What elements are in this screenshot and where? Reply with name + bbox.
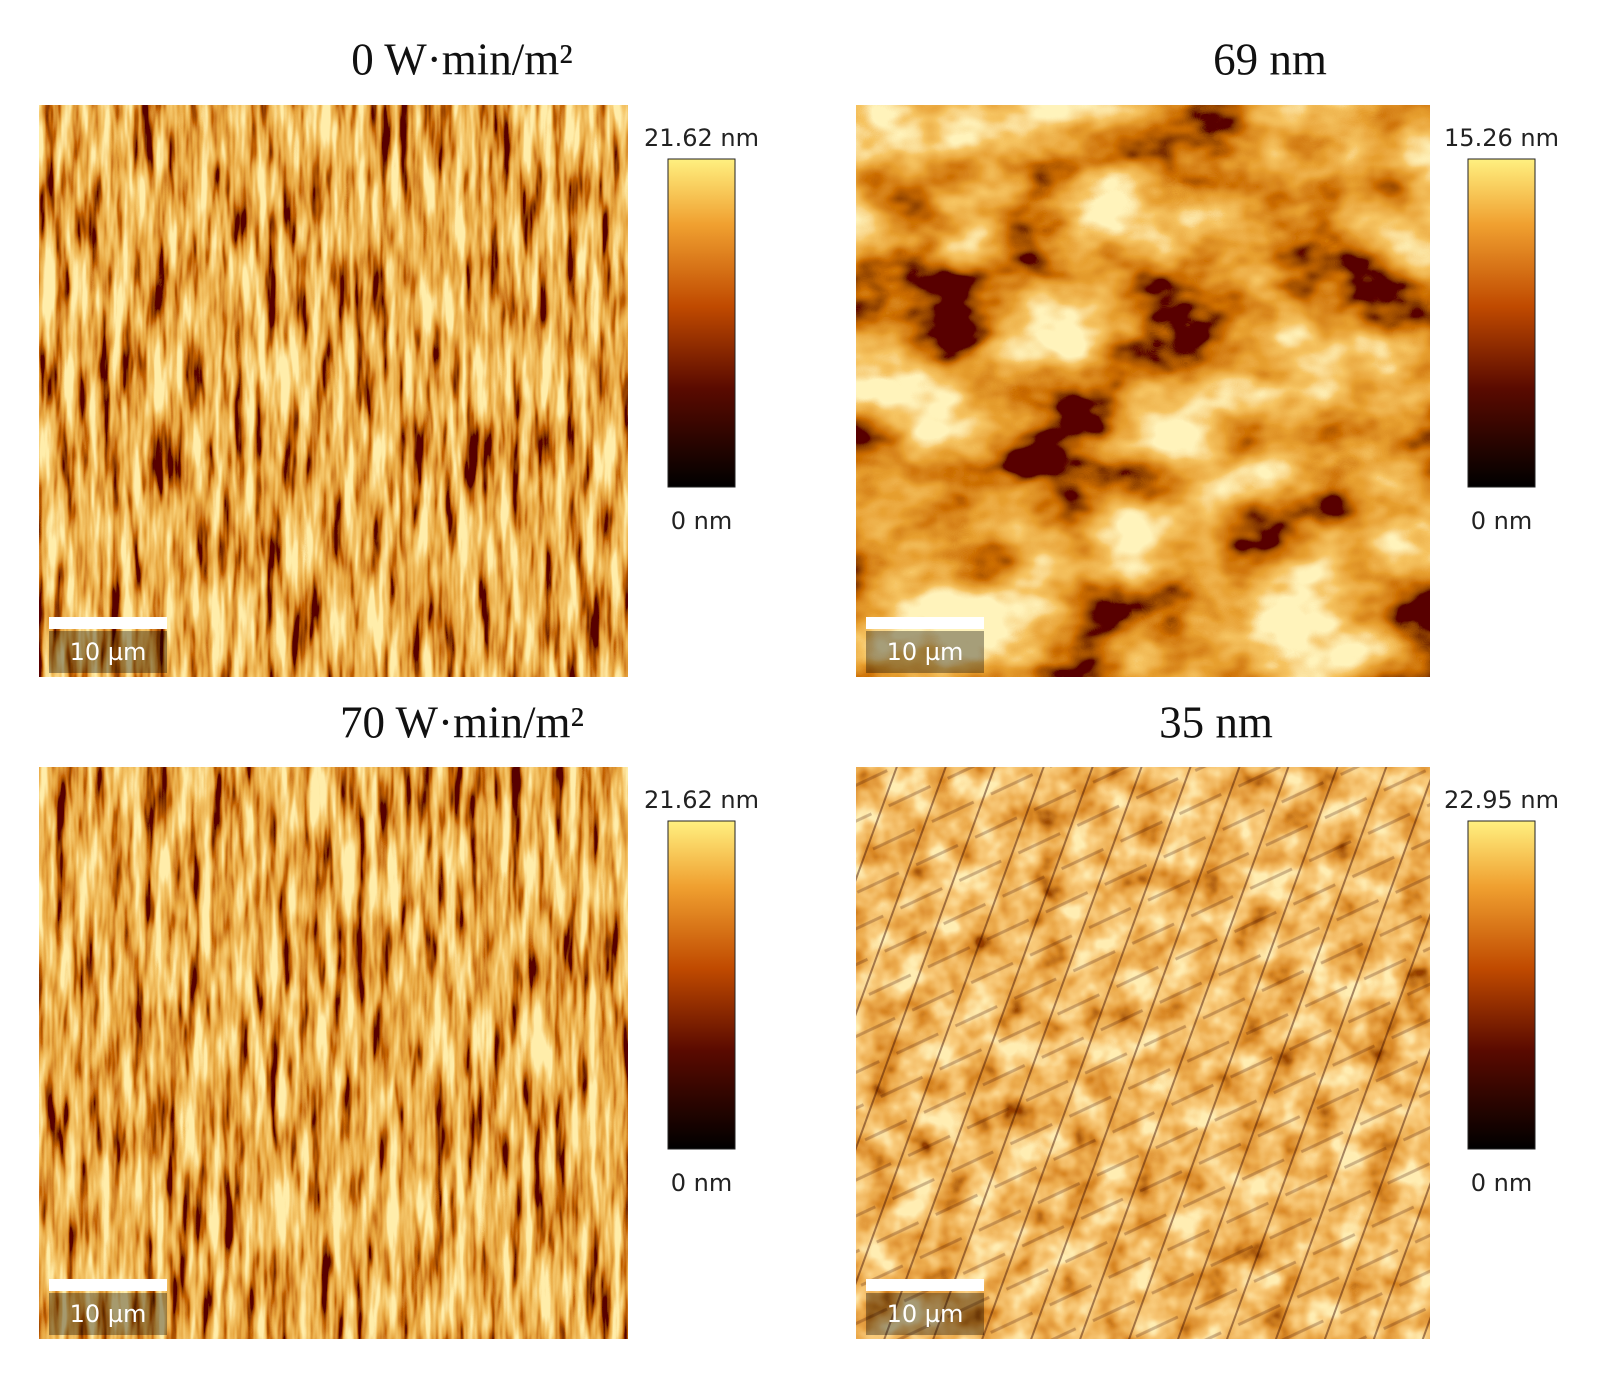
scale-bar-label: 10 µm [70, 1300, 147, 1328]
afm-texture [856, 767, 1430, 1339]
scale-bar [866, 617, 984, 629]
panel-title: 69 nm [1213, 34, 1327, 84]
panels: 0 W·min/m² 10 µm 21.62 nm 0 nm 69 nm 10 µm 15.… [39, 34, 1559, 1339]
colorbar [667, 158, 736, 488]
colorbar-max-label: 15.26 nm [1444, 124, 1559, 152]
colorbar-min-label: 0 nm [1471, 507, 1533, 535]
scale-bar [49, 617, 167, 629]
scale-bar-label: 10 µm [887, 1300, 964, 1328]
colorbar-max-label: 21.62 nm [644, 786, 759, 814]
scale-bar [866, 1279, 984, 1291]
colorbar [667, 820, 736, 1150]
panel: 69 nm 10 µm 15.26 nm 0 nm [856, 34, 1559, 677]
scale-bar-bg [49, 631, 167, 673]
scale-bar-bg [866, 631, 984, 673]
panel: 35 nm 10 µm 22.95 nm 0 nm [856, 697, 1559, 1339]
colorbar-min-label: 0 nm [671, 507, 733, 535]
panel: 0 W·min/m² 10 µm 21.62 nm 0 nm [39, 34, 759, 677]
scale-bar-bg [49, 1293, 167, 1335]
panel-title: 70 W·min/m² [340, 697, 584, 747]
colorbar-max-label: 22.95 nm [1444, 786, 1559, 814]
scale-bar-label: 10 µm [70, 638, 147, 666]
colorbar [1467, 158, 1536, 488]
afm-image [39, 105, 628, 677]
colorbar [1467, 820, 1536, 1150]
colorbar-min-label: 0 nm [671, 1169, 733, 1197]
panel-title: 0 W·min/m² [351, 34, 572, 84]
afm-image [856, 105, 1430, 677]
colorbar-max-label: 21.62 nm [644, 124, 759, 152]
scale-bar [49, 1279, 167, 1291]
scale-bar-bg [866, 1293, 984, 1335]
panel: 70 W·min/m² 10 µm 21.62 nm 0 nm [39, 697, 759, 1339]
colorbar-min-label: 0 nm [1471, 1169, 1533, 1197]
afm-image [39, 767, 628, 1339]
panel-title: 35 nm [1159, 697, 1273, 747]
scale-bar-label: 10 µm [887, 638, 964, 666]
